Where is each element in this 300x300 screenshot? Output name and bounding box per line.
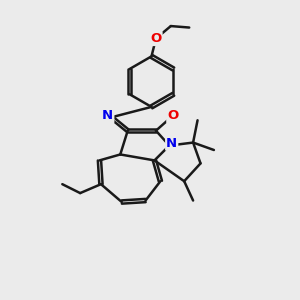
- Text: O: O: [150, 32, 162, 45]
- Text: N: N: [102, 109, 113, 122]
- Text: N: N: [166, 137, 177, 150]
- Text: O: O: [167, 109, 178, 122]
